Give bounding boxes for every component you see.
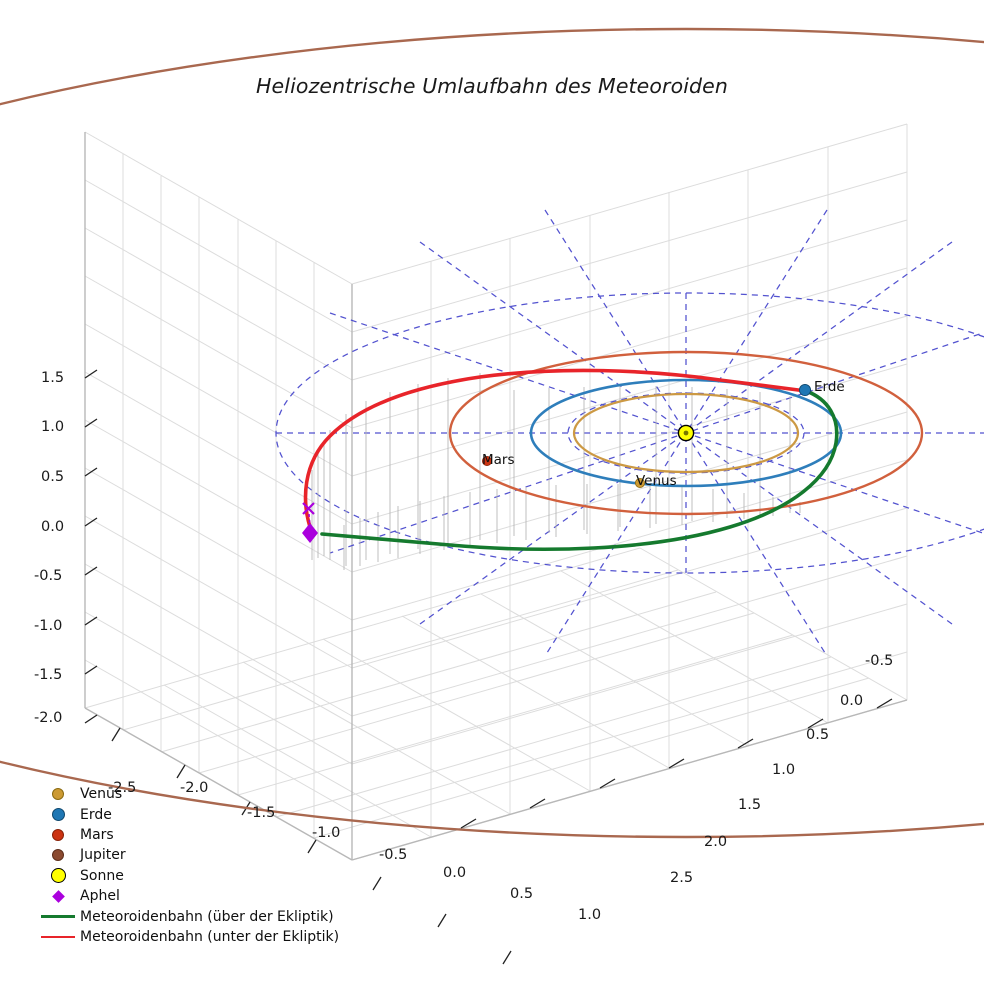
page-title: Heliozentrische Umlaufbahn des Meteoroid…: [256, 74, 728, 98]
x-tick-5: 0.0: [443, 865, 467, 881]
legend-label-orbit-above: Meteoroidenbahn (über der Ekliptik): [80, 908, 334, 925]
green-line-icon: [36, 907, 80, 927]
x-tick-0: -2.5: [108, 780, 137, 796]
legend-label-erde: Erde: [80, 806, 112, 823]
aphel-connector: [308, 513, 311, 529]
legend-label-jupiter: Jupiter: [80, 847, 126, 864]
y-tick-0: -0.5: [865, 653, 894, 669]
y-tick-4: 1.5: [738, 797, 762, 813]
legend-label-venus: Venus: [80, 786, 123, 803]
legend-item-sonne[interactable]: Sonne: [36, 866, 336, 886]
z-axis-ticks: [84, 369, 98, 724]
z-tick-2: 0.5: [41, 469, 65, 485]
x-tick-7: 1.0: [578, 907, 602, 923]
y-tick-5: 2.0: [704, 834, 728, 850]
aphel-marker-group[interactable]: [302, 502, 318, 543]
x-tick-6: 0.5: [510, 886, 534, 902]
venus-label: Venus: [636, 473, 677, 489]
legend-item-mars[interactable]: Mars: [36, 825, 336, 845]
legend-label-orbit-below: Meteoroidenbahn (unter der Ekliptik): [80, 928, 340, 945]
jupiter-dot-icon: [36, 845, 80, 865]
legend-label-sonne: Sonne: [80, 867, 124, 884]
z-tick-4: -0.5: [34, 568, 63, 584]
y-tick-3: 1.0: [772, 762, 796, 778]
erde-orbit: [529, 378, 843, 488]
mars-label: Mars: [482, 452, 515, 468]
z-tick-7: -2.0: [34, 710, 63, 726]
meteoroid-orbit-below-ecliptic: [303, 368, 808, 535]
legend-item-jupiter[interactable]: Jupiter: [36, 845, 336, 865]
erde-label: Erde: [814, 379, 845, 395]
y-tick-2: 0.5: [806, 727, 830, 743]
venus-dot-icon: [36, 784, 80, 804]
aphel-diamond-icon: [302, 523, 318, 543]
z-tick-6: -1.5: [34, 667, 63, 683]
z-tick-1: 1.0: [41, 419, 65, 435]
venus-marker[interactable]: [635, 477, 646, 488]
legend-item-orbit-below[interactable]: Meteoroidenbahn (unter der Ekliptik): [36, 927, 340, 947]
venus-orbit: [572, 392, 800, 474]
sonne-core: [683, 430, 689, 436]
z-tick-3: 0.0: [41, 519, 65, 535]
legend-item-orbit-above[interactable]: Meteoroidenbahn (über der Ekliptik): [36, 906, 336, 926]
z-tick-0: 1.5: [41, 370, 65, 386]
jupiter-orbit: [0, 27, 984, 839]
x-tick-1: -2.0: [180, 780, 209, 796]
y-tick-6: 2.5: [670, 870, 694, 886]
axis-spines: [84, 132, 908, 861]
legend-item-aphel[interactable]: Aphel: [36, 886, 336, 906]
sonne-dot-icon: [36, 866, 80, 886]
red-line-icon: [36, 927, 80, 947]
legend-item-erde[interactable]: Erde: [36, 804, 336, 824]
legend: Venus Erde Mars Jupiter Sonne: [36, 784, 340, 947]
legend-label-aphel: Aphel: [80, 888, 120, 905]
mars-orbit: [448, 350, 924, 516]
orbit-droplines: [311, 373, 801, 570]
meteoroid-orbit-above-ecliptic: [320, 389, 839, 552]
z-tick-5: -1.0: [34, 618, 63, 634]
legend-label-mars: Mars: [80, 826, 114, 843]
mars-marker[interactable]: [481, 455, 492, 466]
y-tick-1: 0.0: [840, 693, 864, 709]
x-tick-4: -0.5: [379, 847, 408, 863]
y-axis-ticks: [460, 698, 893, 829]
aphel-cross-icon: [302, 502, 315, 515]
x-tick-2: -1.5: [247, 805, 276, 821]
erde-marker[interactable]: [798, 383, 812, 397]
x-tick-3: -1.0: [312, 825, 341, 841]
erde-dot-icon: [36, 805, 80, 825]
legend-item-venus[interactable]: Venus: [36, 784, 336, 804]
aphel-diamond-icon: [36, 886, 80, 906]
pane-grid-lines: [84, 123, 908, 861]
mars-dot-icon: [36, 825, 80, 845]
